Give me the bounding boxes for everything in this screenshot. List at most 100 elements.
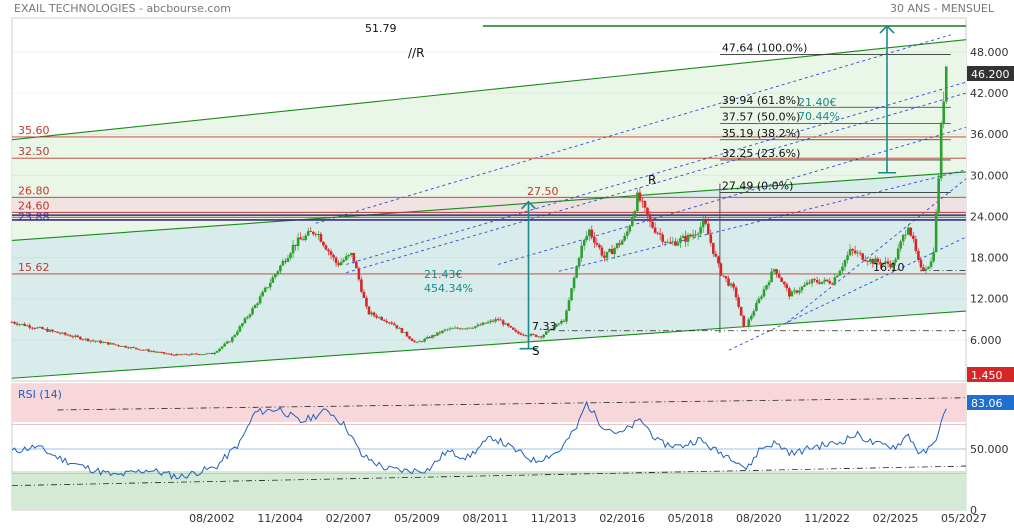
candle-body xyxy=(109,343,113,345)
price-tick-label: 42.000 xyxy=(970,87,1009,100)
candle-body xyxy=(876,258,880,263)
candle-body xyxy=(724,276,728,279)
candle-body xyxy=(646,207,649,216)
candle-body xyxy=(382,319,386,322)
fib-label: 35.19 (38.2%) xyxy=(722,127,801,140)
candle-body xyxy=(410,338,414,341)
candle-body xyxy=(203,354,206,355)
candle-body xyxy=(555,323,558,327)
candle-body xyxy=(514,329,518,332)
candle-body xyxy=(122,346,125,347)
candle-body xyxy=(747,319,751,327)
candle-body xyxy=(157,352,161,353)
grid xyxy=(12,51,966,474)
candle-body xyxy=(304,235,307,240)
candle-body xyxy=(208,353,211,354)
candle-body xyxy=(889,263,892,268)
candle-body xyxy=(403,332,406,333)
candle-body xyxy=(332,254,335,258)
candle-body xyxy=(284,260,287,262)
candle-body xyxy=(547,329,551,332)
candle-body xyxy=(836,275,839,278)
candle-body xyxy=(195,353,199,355)
candle-body xyxy=(43,328,47,330)
candle-body xyxy=(20,323,24,325)
candle-body xyxy=(570,288,573,301)
candlesticks xyxy=(10,66,948,357)
candle-body xyxy=(512,327,515,330)
candle-body xyxy=(274,274,277,278)
candle-body xyxy=(610,249,614,255)
candle-body xyxy=(661,234,664,242)
candle-body xyxy=(357,268,361,280)
candle-body xyxy=(25,325,29,327)
candle-body xyxy=(463,328,467,330)
candle-body xyxy=(66,334,70,336)
candle-body xyxy=(732,283,735,288)
time-tick-label: 11/2013 xyxy=(531,512,577,525)
candle-body xyxy=(291,244,295,254)
candle-body xyxy=(433,335,437,336)
candle-body xyxy=(575,266,578,278)
time-tick-label: 08/2011 xyxy=(463,512,509,525)
candle-body xyxy=(706,223,710,235)
time-tick-label: 02/2007 xyxy=(326,512,372,525)
channel-line xyxy=(11,310,967,379)
candle-body xyxy=(734,287,738,298)
candle-body xyxy=(944,66,948,102)
candle-body xyxy=(760,296,763,299)
price-tick-label: 24.000 xyxy=(970,210,1009,223)
candle-body xyxy=(653,227,657,233)
candle-body xyxy=(461,328,464,330)
period-selector[interactable]: 30 ANS - MENSUEL xyxy=(890,2,994,15)
candle-body xyxy=(714,253,718,257)
candle-body xyxy=(679,237,682,243)
candle-body xyxy=(152,351,156,352)
candle-body xyxy=(210,353,214,355)
candle-body xyxy=(929,261,933,267)
candle-body xyxy=(94,340,97,342)
candle-body xyxy=(41,327,44,330)
candle-body xyxy=(408,336,411,339)
candle-body xyxy=(448,328,452,330)
axes: 6.000 12.000 18.000 24.000 30.000 36.000 42.00… xyxy=(189,46,1008,525)
candle-body xyxy=(684,235,687,242)
candle-body xyxy=(329,251,333,255)
candle-body xyxy=(360,279,363,292)
candle-body xyxy=(486,322,490,324)
candle-body xyxy=(30,327,34,329)
candle-body xyxy=(704,220,708,224)
candle-body xyxy=(142,349,145,351)
fib-label: 47.64 (100.0%) xyxy=(722,41,808,54)
fib-label: 39.94 (61.8%) xyxy=(722,94,801,107)
candle-body xyxy=(476,324,480,327)
fib-label: 32.25 (23.6%) xyxy=(722,147,801,160)
level-label: 24.60 xyxy=(18,199,50,212)
candle-body xyxy=(380,317,383,320)
candle-body xyxy=(200,354,204,356)
candle-body xyxy=(499,319,502,321)
candle-body xyxy=(631,217,634,226)
candle-body xyxy=(413,340,416,342)
dashed-trend-line xyxy=(558,169,967,272)
candle-body xyxy=(48,329,52,332)
candle-body xyxy=(496,319,500,321)
candle-body xyxy=(517,331,520,334)
candle-body xyxy=(180,354,183,356)
candle-body xyxy=(322,241,325,246)
candle-body xyxy=(119,345,123,347)
level-label: 26.80 xyxy=(18,184,50,197)
candle-body xyxy=(33,328,37,329)
candle-body xyxy=(658,233,662,235)
candle-body xyxy=(129,347,133,349)
candle-body xyxy=(317,233,320,235)
candle-body xyxy=(858,252,862,254)
resistance-label: R xyxy=(648,173,656,187)
candle-body xyxy=(400,328,404,333)
candle-body xyxy=(803,284,806,287)
candle-body xyxy=(539,336,543,338)
candle-body xyxy=(689,234,692,237)
candle-body xyxy=(438,332,442,334)
candle-body xyxy=(420,341,424,343)
